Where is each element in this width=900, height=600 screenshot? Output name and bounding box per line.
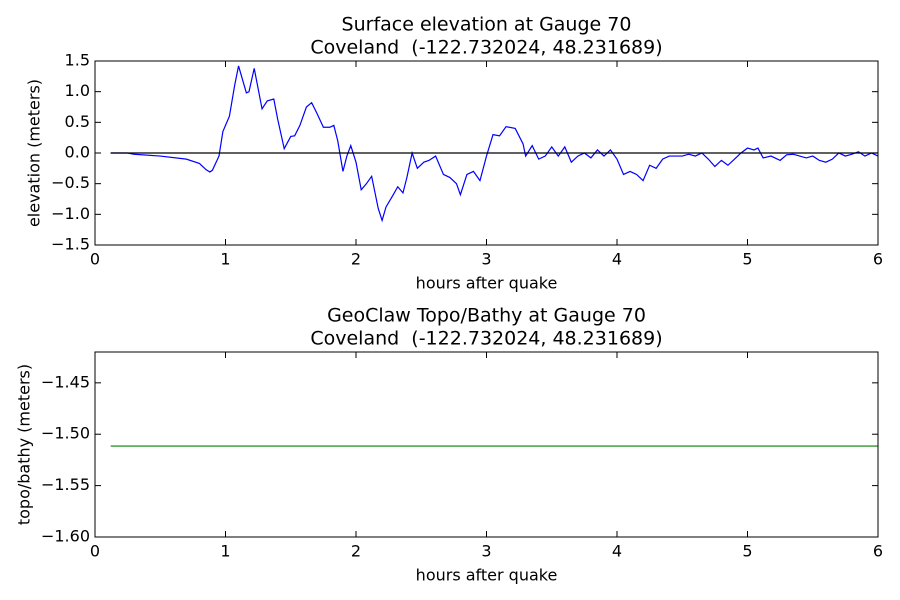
x-tick-label: 4 <box>612 250 622 269</box>
x-tick-label: 6 <box>873 542 883 561</box>
plot-frame <box>94 351 879 538</box>
y-tick-label: 1.5 <box>65 51 90 70</box>
x-axis-label: hours after quake <box>416 274 558 293</box>
chart-subtitle: Coveland (-122.732024, 48.231689) <box>310 37 662 59</box>
x-tick-label: 4 <box>612 542 622 561</box>
y-tick-label: −0.5 <box>51 173 90 192</box>
chart-title: Surface elevation at Gauge 70 <box>342 14 632 36</box>
x-tick-label: 2 <box>351 542 361 561</box>
y-axis-label: topo/bathy (meters) <box>15 364 34 525</box>
y-tick-label: 1.0 <box>65 81 90 100</box>
x-tick-label: 3 <box>481 250 491 269</box>
x-tick-label: 2 <box>351 250 361 269</box>
y-tick-label: −1.45 <box>41 372 90 391</box>
x-tick-label: 0 <box>90 542 100 561</box>
x-axis-label: hours after quake <box>416 566 558 585</box>
x-tick-label: 1 <box>220 542 230 561</box>
data-line <box>110 65 879 223</box>
x-tick-label: 1 <box>220 250 230 269</box>
y-tick-label: 0.5 <box>65 112 90 131</box>
x-tick-label: 3 <box>481 542 491 561</box>
x-tick-label: 5 <box>742 250 752 269</box>
x-tick-label: 6 <box>873 250 883 269</box>
y-tick-label: −1.60 <box>41 527 90 546</box>
y-tick-label: −1.55 <box>41 475 90 494</box>
chart-title: GeoClaw Topo/Bathy at Gauge 70 <box>327 305 646 327</box>
chart-subtitle: Coveland (-122.732024, 48.231689) <box>310 328 662 350</box>
y-tick-label: −1.0 <box>51 204 90 223</box>
y-tick-label: −1.5 <box>51 235 90 254</box>
y-tick-label: 0.0 <box>65 143 90 162</box>
y-axis-label: elevation (meters) <box>25 79 44 227</box>
x-tick-label: 0 <box>90 250 100 269</box>
y-tick-label: −1.50 <box>41 424 90 443</box>
x-tick-label: 5 <box>742 542 752 561</box>
